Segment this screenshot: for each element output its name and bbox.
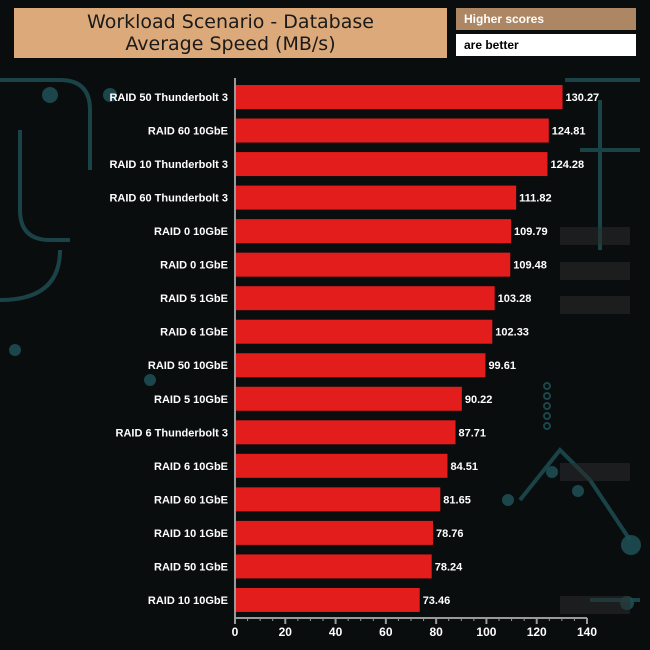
x-tick-label: 80 bbox=[429, 625, 443, 639]
x-tick-label: 0 bbox=[232, 625, 239, 639]
bar bbox=[236, 420, 456, 445]
category-label: RAID 50 10GbE bbox=[148, 360, 228, 372]
bar bbox=[236, 185, 517, 210]
chart-title: Workload Scenario - Database Average Spe… bbox=[14, 8, 447, 58]
value-label: 109.79 bbox=[514, 226, 548, 238]
bars-layer: RAID 50 Thunderbolt 3 130.27 RAID 60 10GbE… bbox=[109, 85, 599, 612]
bar bbox=[236, 219, 512, 244]
bar bbox=[236, 487, 441, 512]
category-label: RAID 60 1GbE bbox=[154, 494, 228, 506]
category-label: RAID 0 10GbE bbox=[154, 226, 228, 238]
legend-higher-scores: Higher scores bbox=[456, 8, 636, 30]
value-label: 84.51 bbox=[450, 461, 478, 473]
bar bbox=[236, 520, 434, 545]
category-label: RAID 5 1GbE bbox=[160, 293, 228, 305]
category-label: RAID 10 10GbE bbox=[148, 595, 228, 607]
bar bbox=[236, 319, 493, 344]
category-label: RAID 50 1GbE bbox=[154, 561, 228, 573]
category-label: RAID 6 1GbE bbox=[160, 327, 228, 339]
x-tick-label: 140 bbox=[577, 625, 597, 639]
category-label: RAID 6 Thunderbolt 3 bbox=[116, 427, 228, 439]
x-tick-label: 60 bbox=[379, 625, 393, 639]
bar bbox=[236, 587, 420, 612]
value-label: 81.65 bbox=[443, 494, 471, 506]
x-axis: 0 20 40 60 80 100 120 140 bbox=[232, 78, 597, 639]
category-label: RAID 5 10GbE bbox=[154, 394, 228, 406]
legend-better-text: are better bbox=[464, 38, 519, 52]
bar bbox=[236, 353, 486, 378]
legend-are-better: are better bbox=[456, 34, 636, 56]
bar bbox=[236, 286, 495, 311]
bar bbox=[236, 118, 549, 143]
value-label: 124.81 bbox=[552, 126, 586, 138]
bar bbox=[236, 453, 448, 478]
category-label: RAID 0 1GbE bbox=[160, 260, 228, 272]
category-label: RAID 60 10GbE bbox=[148, 126, 228, 138]
chart-title-line2: Average Speed (MB/s) bbox=[125, 33, 336, 55]
value-label: 130.27 bbox=[566, 92, 600, 104]
category-label: RAID 6 10GbE bbox=[154, 461, 228, 473]
x-tick-label: 120 bbox=[527, 625, 547, 639]
value-label: 99.61 bbox=[488, 360, 516, 372]
bar bbox=[236, 152, 548, 177]
category-label: RAID 10 1GbE bbox=[154, 528, 228, 540]
value-label: 109.48 bbox=[513, 260, 547, 272]
bar bbox=[236, 386, 462, 411]
bar bbox=[236, 554, 432, 579]
legend-higher-text: Higher scores bbox=[464, 12, 545, 26]
value-label: 73.46 bbox=[423, 595, 451, 607]
bar bbox=[236, 85, 563, 109]
value-label: 78.24 bbox=[435, 561, 463, 573]
category-label: RAID 60 Thunderbolt 3 bbox=[109, 193, 228, 205]
value-label: 124.28 bbox=[550, 159, 584, 171]
value-label: 111.82 bbox=[519, 193, 551, 205]
category-label: RAID 10 Thunderbolt 3 bbox=[109, 159, 228, 171]
x-tick-label: 100 bbox=[476, 625, 496, 639]
value-label: 103.28 bbox=[498, 293, 532, 305]
x-tick-label: 40 bbox=[329, 625, 343, 639]
value-label: 90.22 bbox=[465, 394, 493, 406]
value-label: 78.76 bbox=[436, 528, 464, 540]
chart-title-line1: Workload Scenario - Database bbox=[87, 11, 374, 33]
category-label: RAID 50 Thunderbolt 3 bbox=[109, 92, 228, 104]
value-label: 102.33 bbox=[495, 327, 529, 339]
bar bbox=[236, 252, 511, 277]
x-tick-label: 20 bbox=[279, 625, 293, 639]
value-label: 87.71 bbox=[459, 427, 487, 439]
